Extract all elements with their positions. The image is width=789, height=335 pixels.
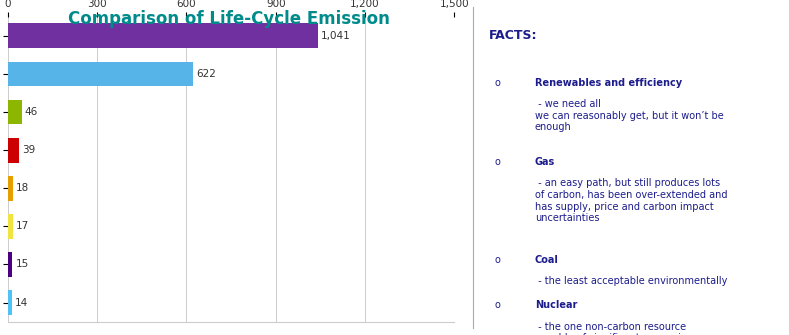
Bar [8,176,13,201]
Bar [8,214,13,239]
Text: - we need all
we can reasonably get, but it won’t be
enough: - we need all we can reasonably get, but… [535,99,724,132]
Text: o: o [495,78,501,88]
Bar [8,99,21,124]
Text: 39: 39 [22,145,36,155]
Text: 15: 15 [15,259,28,269]
Text: o: o [495,157,501,167]
Text: - the one non-carbon resource
capable of significant expansion: - the one non-carbon resource capable of… [535,322,693,335]
Text: Comparison of Life-Cycle Emission: Comparison of Life-Cycle Emission [68,10,390,28]
Text: - an easy path, but still produces lots
of carbon, has been over-extended and
ha: - an easy path, but still produces lots … [535,178,727,223]
Text: 18: 18 [17,183,29,193]
Text: 1,041: 1,041 [320,31,350,41]
Text: 622: 622 [196,69,216,79]
Bar [8,23,318,48]
Text: 46: 46 [24,107,38,117]
Text: o: o [495,300,501,310]
Text: 14: 14 [15,297,28,308]
Bar [8,290,12,315]
Text: Gas: Gas [535,157,555,167]
Bar [8,252,13,277]
Text: Coal: Coal [535,255,559,265]
Bar [8,138,20,162]
Text: o: o [495,255,501,265]
Text: Renewables and efficiency: Renewables and efficiency [535,78,682,88]
Text: FACTS:: FACTS: [488,29,537,42]
Text: 17: 17 [16,221,29,231]
Text: - the least acceptable environmentally: - the least acceptable environmentally [535,276,727,286]
Text: Nuclear: Nuclear [535,300,578,310]
Bar [8,62,193,86]
